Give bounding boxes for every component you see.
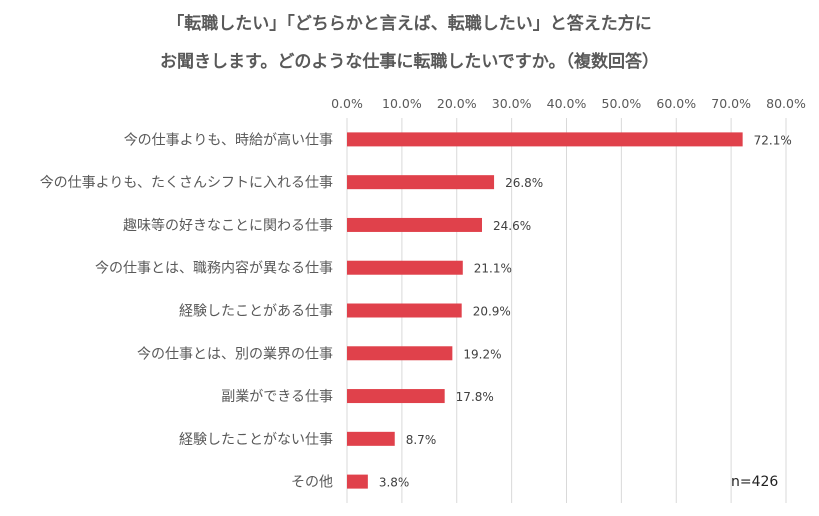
category-label: 今の仕事よりも、たくさんシフトに入れる仕事 (40, 175, 333, 191)
chart-title-line-2: お聞きします。どのような仕事に転職したいですか。（複数回答） (160, 52, 659, 72)
chart-title-line-1: 「転職したい」「どちらかと言えば、転職したい」と答えた方に (167, 14, 652, 34)
x-tick-label: 70.0% (711, 96, 751, 111)
data-label: 20.9% (473, 305, 511, 319)
bar (347, 389, 445, 404)
bar (347, 217, 482, 232)
x-tick-label: 80.0% (766, 96, 806, 111)
data-label: 17.8% (456, 390, 494, 404)
bar (347, 474, 368, 489)
bar (347, 132, 743, 147)
category-label: 今の仕事とは、別の業界の仕事 (137, 346, 333, 362)
sample-size-note: n=426 (731, 474, 779, 490)
category-label: 経験したことがある仕事 (179, 304, 333, 320)
x-tick-label: 20.0% (437, 96, 477, 111)
data-label: 26.8% (505, 176, 543, 190)
category-label: 副業ができる仕事 (221, 389, 333, 405)
category-label: 経験したことがない仕事 (179, 432, 333, 448)
bar (347, 431, 395, 446)
category-label: その他 (291, 475, 333, 491)
data-label: 8.7% (406, 433, 437, 447)
x-tick-label: 0.0% (331, 96, 363, 111)
category-label: 今の仕事とは、職務内容が異なる仕事 (95, 260, 333, 277)
bar (347, 346, 453, 361)
x-tick-label: 40.0% (547, 96, 587, 111)
data-label: 21.1% (474, 262, 512, 276)
bar (347, 175, 495, 190)
category-label: 趣味等の好きなことに関わる仕事 (123, 217, 333, 234)
x-tick-label: 30.0% (492, 96, 532, 111)
data-label: 19.2% (463, 347, 501, 361)
data-label: 3.8% (379, 476, 410, 490)
data-label: 24.6% (493, 219, 531, 233)
x-tick-label: 50.0% (602, 96, 642, 111)
category-label: 今の仕事よりも、時給が高い仕事 (124, 131, 333, 148)
x-tick-label: 60.0% (656, 96, 696, 111)
bar (347, 260, 463, 275)
data-label: 72.1% (754, 133, 792, 147)
x-tick-label: 10.0% (382, 96, 422, 111)
bar (347, 303, 462, 318)
